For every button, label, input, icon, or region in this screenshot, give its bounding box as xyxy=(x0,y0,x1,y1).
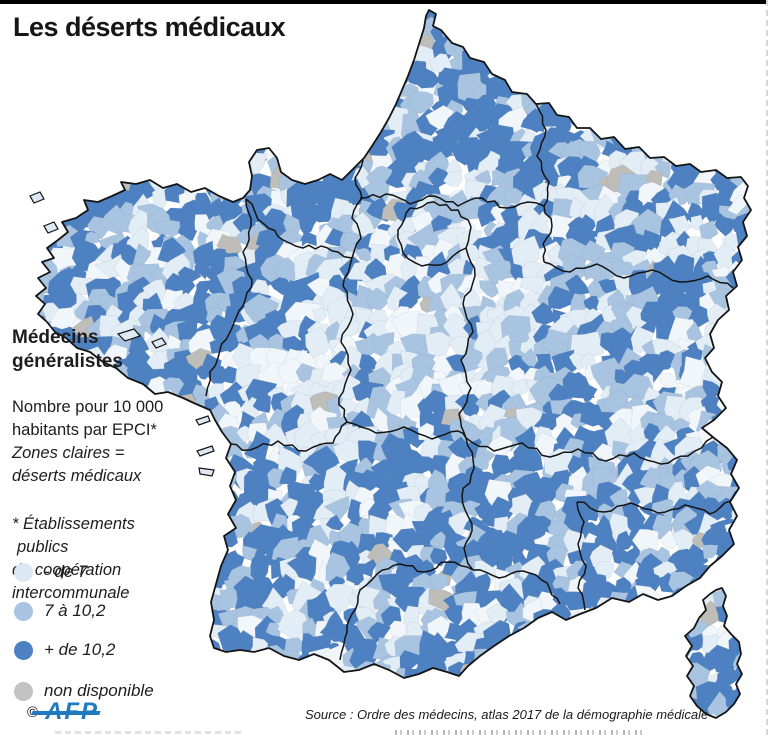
panel-desc-line-2: habitants par EPCI* xyxy=(12,421,157,439)
legend-item-7-to-10-2: 7 à 10,2 xyxy=(14,601,154,621)
source-note: Source : Ordre des médecins, atlas 2017 … xyxy=(305,707,709,722)
panel-footnote-line-3: de coopération xyxy=(12,561,122,579)
top-border-bar xyxy=(0,0,766,4)
panel-footnote-line-2: publics xyxy=(17,538,69,556)
legend-item-less-than-7: - de 7 xyxy=(14,562,154,582)
legend-label-7-to-10-2: 7 à 10,2 xyxy=(44,601,106,620)
legend-label-not-available: non disponible xyxy=(44,681,154,700)
cropped-bottom-remnant-left xyxy=(55,731,245,734)
afp-credit: © AFP xyxy=(27,700,99,724)
legend-item-not-available: non disponible xyxy=(14,681,154,701)
panel-description: Nombre pour 10 000 habitants par EPCI* Z… xyxy=(12,396,212,488)
panel-desc-line-1: Nombre pour 10 000 xyxy=(12,398,164,416)
panel-footnote: * Établissements publics de coopération … xyxy=(12,513,212,605)
legend-color-dot-more-than-10-2 xyxy=(14,640,33,660)
panel-desc-line-3: Zones claires = xyxy=(12,444,125,462)
page-title: Les déserts médicaux xyxy=(13,12,286,42)
legend-color-dot-not-available xyxy=(14,681,33,701)
panel-heading: Médecins généralistes xyxy=(12,326,212,374)
legend-label-more-than-10-2: + de 10,2 xyxy=(44,640,116,659)
legend-item-more-than-10-2: + de 10,2 xyxy=(14,640,154,660)
left-panel: Médecins généralistes Nombre pour 10 000… xyxy=(12,326,212,605)
afp-logo: AFP xyxy=(45,698,100,725)
legend-color-dot-7-to-10-2 xyxy=(14,601,33,621)
cropped-bottom-remnant-center xyxy=(395,730,645,735)
panel-footnote-line-4: intercommunale xyxy=(12,584,130,602)
panel-heading-line-2: généralistes xyxy=(12,351,123,372)
legend-color-dot-less-than-7 xyxy=(14,562,33,582)
legend-label-less-than-7: - de 7 xyxy=(44,562,88,581)
panel-heading-line-1: Médecins xyxy=(12,327,99,348)
legend: - de 7 7 à 10,2 + de 10,2 non disponible xyxy=(14,562,154,720)
panel-footnote-line-1: * Établissements xyxy=(12,515,135,533)
panel-desc-line-4: déserts médicaux xyxy=(12,467,142,485)
